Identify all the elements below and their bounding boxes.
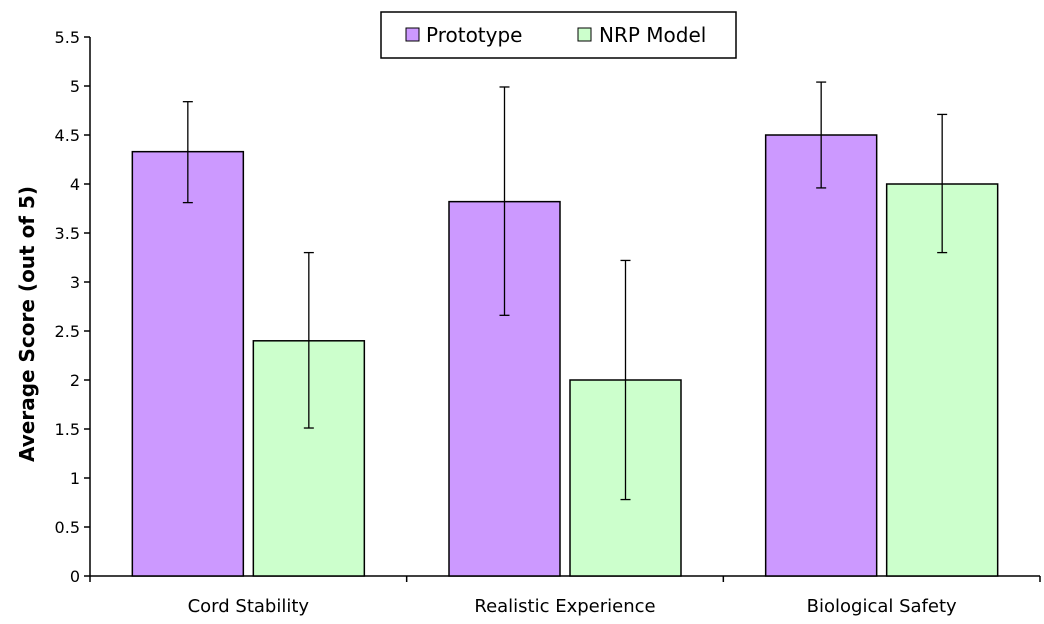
y-axis: 0 0.5 1 1.5 2 2.5 3 3.5 4 4.5 5 5.5 [55,28,91,586]
bar [764,134,878,577]
x-category-label: Cord Stability [188,596,310,617]
y-tick-label: 2.5 [55,322,80,341]
x-axis: Cord Stability Realistic Experience Biolog… [89,575,1041,617]
x-category-label: Realistic Experience [474,596,655,617]
legend-label-nrp-model: NRP Model [599,23,706,47]
y-tick-label: 5.5 [55,28,80,47]
y-tick-label: 1.5 [55,420,80,439]
y-tick-label: 4.5 [55,126,80,145]
y-tick-label: 0 [70,567,80,586]
legend-swatch-nrp-model [577,27,592,42]
legend: Prototype NRP Model [380,11,737,59]
legend-swatch-prototype [405,27,420,42]
x-category-label: Biological Safety [807,596,957,617]
y-tick-label: 3 [70,273,80,292]
bar [131,150,245,577]
legend-box [380,11,737,59]
y-tick-label: 2 [70,371,80,390]
y-tick-label: 3.5 [55,224,80,243]
y-tick-label: 0.5 [55,518,80,537]
error-bars [182,81,948,501]
y-tick-label: 5 [70,77,80,96]
y-axis-title: Average Score (out of 5) [15,186,39,462]
legend-label-prototype: Prototype [426,23,522,47]
bars [131,134,999,577]
y-tick-label: 1 [70,469,80,488]
y-tick-label: 4 [70,175,80,194]
